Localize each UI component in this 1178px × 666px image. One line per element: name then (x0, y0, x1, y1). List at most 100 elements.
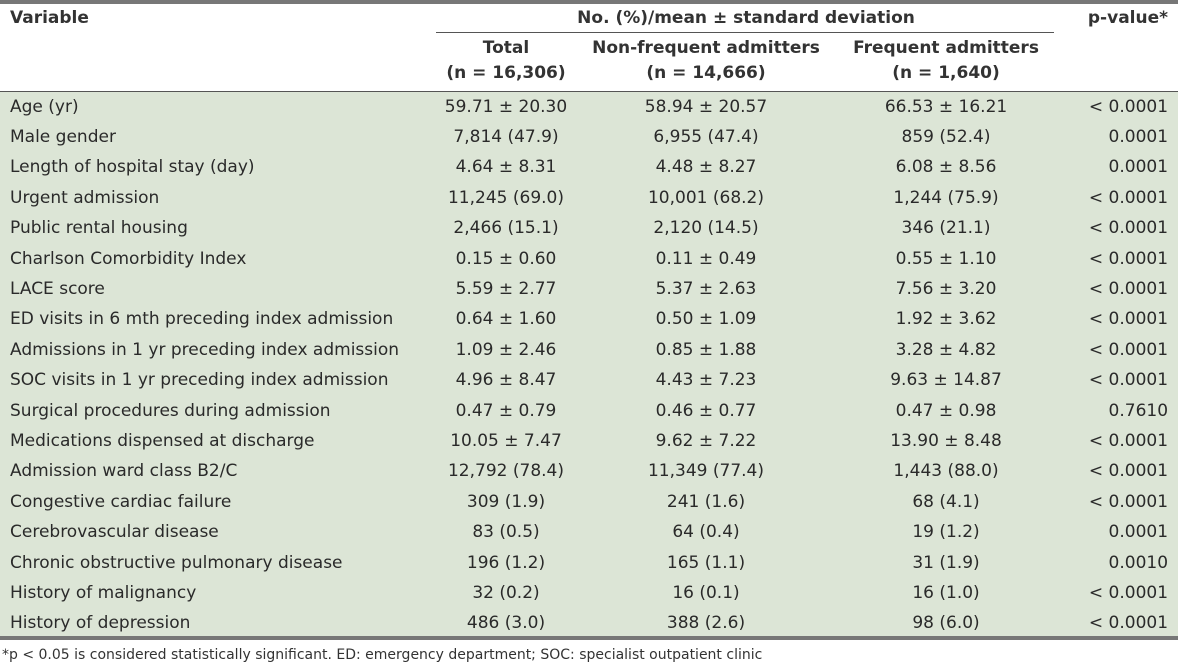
cell-variable: Age (yr) (0, 91, 426, 122)
cell-total: 4.64 ± 8.31 (426, 152, 586, 183)
cell-frequent: 3.28 ± 4.82 (826, 334, 1067, 366)
cell-total: 486 (3.0) (426, 608, 586, 639)
cell-nonfrequent: 0.11 ± 0.49 (586, 243, 826, 274)
cell-pvalue: 0.0001 (1066, 516, 1178, 548)
bottom-rule (0, 636, 1178, 640)
cell-frequent: 0.47 ± 0.98 (826, 395, 1067, 426)
cell-nonfrequent: 4.43 ± 7.23 (586, 365, 826, 396)
cell-frequent: 98 (6.0) (826, 608, 1067, 639)
cell-pvalue: 0.0010 (1066, 547, 1178, 578)
cell-variable: Congestive cardiac failure (0, 486, 426, 517)
cell-nonfrequent: 16 (0.1) (586, 577, 826, 609)
cell-variable: Admission ward class B2/C (0, 456, 426, 487)
cell-total: 59.71 ± 20.30 (426, 91, 586, 122)
cell-variable: Charlson Comorbidity Index (0, 243, 426, 274)
cell-nonfrequent: 6,955 (47.4) (586, 121, 826, 153)
table-row: Length of hospital stay (day) 4.64 ± 8.31… (0, 152, 1178, 183)
cell-nonfrequent: 11,349 (77.4) (586, 456, 826, 487)
header-frequent-label: Frequent admitters (853, 38, 1039, 58)
cell-total: 196 (1.2) (426, 547, 586, 578)
table-row: Male gender 7,814 (47.9) 6,955 (47.4) 859 (… (0, 121, 1178, 153)
cell-pvalue: < 0.0001 (1066, 425, 1178, 457)
cell-variable: Length of hospital stay (day) (0, 152, 426, 183)
cell-frequent: 1,443 (88.0) (826, 456, 1067, 487)
cell-pvalue: < 0.0001 (1066, 365, 1178, 396)
cell-total: 1.09 ± 2.46 (426, 334, 586, 366)
table-row: SOC visits in 1 yr preceding index admis… (0, 365, 1178, 396)
cell-nonfrequent: 0.50 ± 1.09 (586, 304, 826, 335)
cell-nonfrequent: 9.62 ± 7.22 (586, 425, 826, 457)
cell-frequent: 0.55 ± 1.10 (826, 243, 1067, 274)
cell-variable: History of depression (0, 608, 426, 639)
header-group-label: No. (%)/mean ± standard deviation (577, 8, 915, 28)
cell-nonfrequent: 10,001 (68.2) (586, 182, 826, 214)
cell-frequent: 1.92 ± 3.62 (826, 304, 1067, 335)
cell-pvalue: < 0.0001 (1066, 273, 1178, 305)
table-row: Urgent admission 11,245 (69.0) 10,001 (68.… (0, 182, 1178, 214)
cell-nonfrequent: 5.37 ± 2.63 (586, 273, 826, 305)
header-blank-variable (0, 33, 426, 91)
header-pvalue: p-value* (1087, 8, 1169, 28)
cell-total: 7,814 (47.9) (426, 121, 586, 153)
cell-frequent: 7.56 ± 3.20 (826, 273, 1067, 305)
cell-total: 2,466 (15.1) (426, 213, 586, 244)
cell-pvalue: 0.0001 (1066, 121, 1178, 153)
header-total: Total (n = 16,306) (426, 33, 586, 91)
table-row: Public rental housing 2,466 (15.1) 2,120 (… (0, 213, 1178, 244)
header-total-n: (n = 16,306) (446, 63, 566, 83)
header-total-label: Total (482, 38, 530, 58)
cell-pvalue: < 0.0001 (1066, 182, 1178, 214)
cell-nonfrequent: 388 (2.6) (586, 608, 826, 639)
header-blank-pvalue (1066, 33, 1178, 91)
cell-total: 12,792 (78.4) (426, 456, 586, 487)
cell-variable: SOC visits in 1 yr preceding index admis… (0, 365, 426, 396)
cell-variable: Admissions in 1 yr preceding index admis… (0, 334, 426, 366)
table-header: Variable No. (%)/mean ± standard deviati… (0, 4, 1178, 91)
cell-pvalue: < 0.0001 (1066, 608, 1178, 639)
cell-pvalue: < 0.0001 (1066, 304, 1178, 335)
cell-frequent: 9.63 ± 14.87 (826, 365, 1067, 396)
cell-pvalue: 0.0001 (1066, 152, 1178, 183)
cell-total: 11,245 (69.0) (426, 182, 586, 214)
header-group-rule (436, 32, 1055, 33)
cell-variable: Public rental housing (0, 213, 426, 244)
table-row: Charlson Comorbidity Index 0.15 ± 0.60 0.1… (0, 243, 1178, 274)
header-variable: Variable (10, 8, 89, 28)
cell-variable: Surgical procedures during admission (0, 395, 426, 426)
cell-pvalue: < 0.0001 (1066, 243, 1178, 274)
table-row: Admissions in 1 yr preceding index admis… (0, 334, 1178, 366)
cell-nonfrequent: 2,120 (14.5) (586, 213, 826, 244)
cell-pvalue: 0.7610 (1066, 395, 1178, 426)
table-body: Age (yr) 59.71 ± 20.30 58.94 ± 20.57 66.53 … (0, 91, 1178, 639)
cell-nonfrequent: 0.85 ± 1.88 (586, 334, 826, 366)
cell-frequent: 13.90 ± 8.48 (826, 425, 1067, 457)
cell-pvalue: < 0.0001 (1066, 456, 1178, 487)
table-row: Cerebrovascular disease 83 (0.5) 64 (0.4) 1… (0, 516, 1178, 548)
cell-frequent: 68 (4.1) (826, 486, 1067, 517)
cell-pvalue: < 0.0001 (1066, 91, 1178, 122)
cell-pvalue: < 0.0001 (1066, 486, 1178, 517)
table-row: Surgical procedures during admission 0.47… (0, 395, 1178, 426)
cell-frequent: 859 (52.4) (826, 121, 1067, 153)
cell-total: 309 (1.9) (426, 486, 586, 517)
top-rule (0, 0, 1178, 4)
header-nonfrequent-n: (n = 14,666) (646, 63, 766, 83)
cell-variable: ED visits in 6 mth preceding index admis… (0, 304, 426, 335)
cell-pvalue: < 0.0001 (1066, 334, 1178, 366)
cell-nonfrequent: 241 (1.6) (586, 486, 826, 517)
cell-total: 5.59 ± 2.77 (426, 273, 586, 305)
cell-total: 10.05 ± 7.47 (426, 425, 586, 457)
cell-nonfrequent: 0.46 ± 0.77 (586, 395, 826, 426)
cell-pvalue: < 0.0001 (1066, 577, 1178, 609)
table-row: Admission ward class B2/C 12,792 (78.4) 11… (0, 456, 1178, 487)
cell-variable: Urgent admission (0, 182, 426, 214)
cell-variable: Male gender (0, 121, 426, 153)
table-row: LACE score 5.59 ± 2.77 5.37 ± 2.63 7.56 ± 3… (0, 273, 1178, 305)
cell-frequent: 1,244 (75.9) (826, 182, 1067, 214)
data-table: Variable No. (%)/mean ± standard deviati… (0, 4, 1178, 639)
header-group: No. (%)/mean ± standard deviation (426, 4, 1066, 33)
cell-frequent: 31 (1.9) (826, 547, 1067, 578)
header-nonfrequent: Non-frequent admitters (n = 14,666) (586, 33, 826, 91)
table-row: ED visits in 6 mth preceding index admis… (0, 304, 1178, 335)
